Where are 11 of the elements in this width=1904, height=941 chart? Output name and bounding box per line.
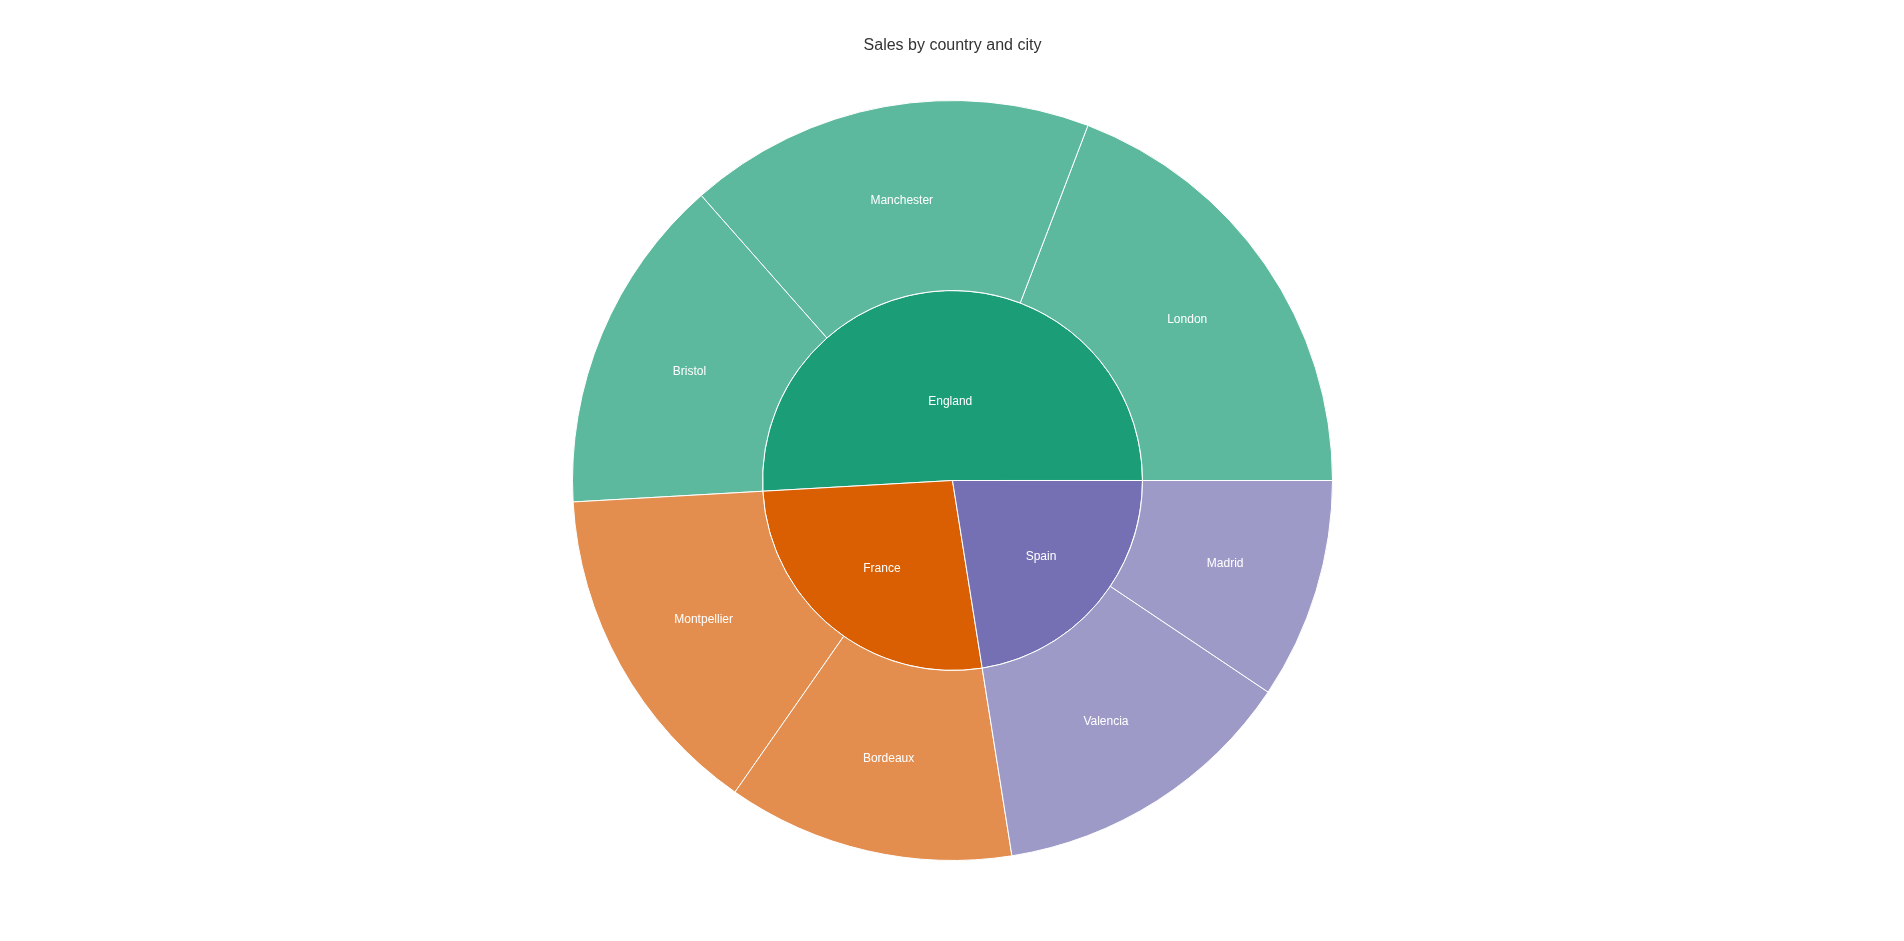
data-label: Spain <box>1025 549 1057 564</box>
data-label: Bordeaux <box>862 751 915 766</box>
data-label: Valencia <box>1083 713 1129 728</box>
data-label: London <box>1167 311 1208 326</box>
data-label: Montpellier <box>674 612 733 627</box>
data-label: France <box>863 561 901 576</box>
data-label: Bristol <box>672 363 707 378</box>
data-label: Madrid <box>1206 556 1244 571</box>
chart-title: Sales by country and city <box>863 36 1042 53</box>
data-label: Manchester <box>870 193 934 208</box>
data-label: England <box>928 394 973 409</box>
